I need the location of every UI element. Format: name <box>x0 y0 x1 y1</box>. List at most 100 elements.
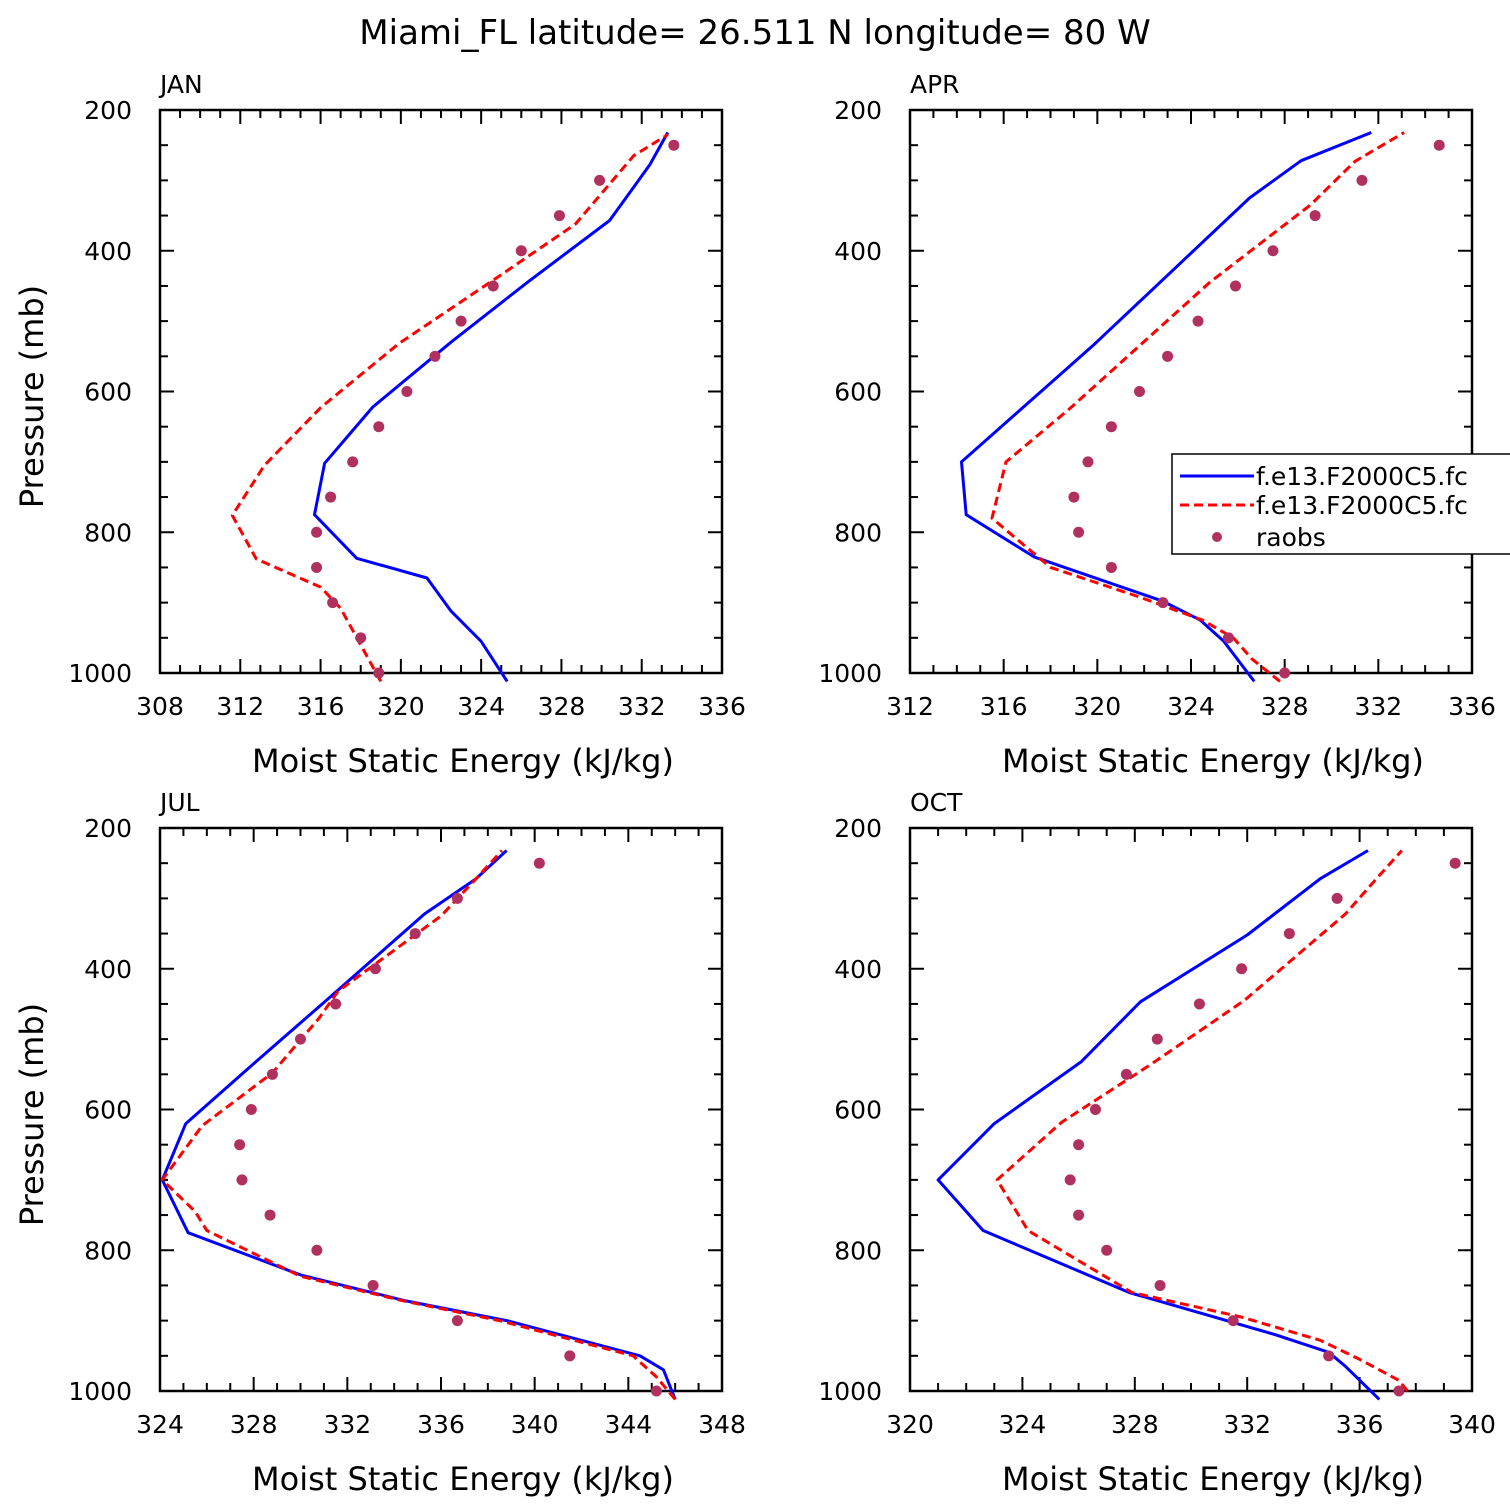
x-tick-label: 324 <box>1167 692 1215 721</box>
y-tick-label: 400 <box>834 955 882 984</box>
raobs-point <box>564 1350 576 1362</box>
x-tick-label: 320 <box>886 1410 934 1439</box>
x-tick-label: 336 <box>698 692 746 721</box>
raobs-point <box>1151 1033 1163 1045</box>
y-tick-label: 200 <box>84 96 132 125</box>
raobs-point <box>373 421 385 433</box>
plot-frame <box>908 826 1474 1393</box>
series-group <box>160 849 677 1401</box>
y-axis-title: Pressure (mb) <box>13 285 51 508</box>
panel-label: OCT <box>910 788 963 817</box>
raobs-point <box>409 928 421 940</box>
raobs-point <box>311 526 323 538</box>
y-tick-label: 800 <box>84 518 132 547</box>
raobs-point <box>1073 1209 1085 1221</box>
y-tick-label: 200 <box>84 814 132 843</box>
raobs-point <box>1105 561 1117 573</box>
legend-label-2: f.e13.F2000C5.fc <box>1256 491 1468 520</box>
raobs-point <box>1162 350 1174 362</box>
raobs-point <box>455 315 467 327</box>
raobs-point <box>330 998 342 1010</box>
panel-jul: 324 328 332 336 340 344 348 200 400 600 800 1000 JUL… <box>13 788 746 1498</box>
raobs-point <box>1120 1068 1132 1080</box>
raobs-point <box>1229 280 1241 292</box>
raobs-point <box>1279 667 1291 679</box>
raobs-point <box>1105 421 1117 433</box>
raobs-point <box>1082 456 1094 468</box>
x-tick-label: 340 <box>1448 1410 1496 1439</box>
y-axis-title: Pressure (mb) <box>13 1003 51 1226</box>
raobs-point <box>1449 857 1461 869</box>
raobs-point <box>1323 1350 1335 1362</box>
panel-apr: 312 316 320 324 328 332 336 200 400 600 800 1000 APR… <box>818 70 1495 780</box>
y-tick-label: 200 <box>834 814 882 843</box>
series-line-dashed <box>995 849 1409 1392</box>
y-tick-label: 1000 <box>68 659 132 688</box>
x-tick-label: 328 <box>1111 1410 1159 1439</box>
raobs-point <box>553 210 565 222</box>
panel-oct: 320 324 328 332 336 340 200 400 600 800 1000 OCT Moi… <box>818 788 1495 1498</box>
legend-label-1: f.e13.F2000C5.fc <box>1256 462 1468 491</box>
raobs-point <box>1222 632 1234 644</box>
raobs-point <box>487 280 499 292</box>
raobs-point <box>1073 526 1085 538</box>
x-axis-title: Moist Static Energy (kJ/kg) <box>252 742 674 780</box>
raobs-point <box>1192 315 1204 327</box>
raobs-point <box>264 1209 276 1221</box>
legend: f.e13.F2000C5.fc f.e13.F2000C5.fc raobs <box>1171 453 1510 555</box>
y-tick-label: 800 <box>84 1236 132 1265</box>
x-tick-label: 332 <box>1223 1410 1271 1439</box>
panel-jan: 308 312 316 320 324 328 332 336 200 400 600 800 1000… <box>13 70 746 780</box>
raobs-point <box>1133 386 1145 397</box>
x-tick-label: 320 <box>377 692 425 721</box>
raobs-point <box>311 561 323 573</box>
series-line-dashed <box>230 133 669 683</box>
figure-title: Miami_FL latitude= 26.511 N longitude= 8… <box>359 13 1150 53</box>
x-tick-label: 316 <box>980 692 1028 721</box>
y-tick-label: 600 <box>84 1096 132 1125</box>
y-tick-label: 1000 <box>818 659 882 688</box>
legend-dot <box>1212 532 1222 542</box>
x-tick-label: 336 <box>1448 692 1496 721</box>
plot-frame <box>908 108 1474 675</box>
x-tick-label: 348 <box>698 1410 746 1439</box>
x-tick-label: 336 <box>417 1410 465 1439</box>
y-tick-label: 600 <box>834 378 882 407</box>
y-tick-label: 800 <box>834 518 882 547</box>
raobs-point <box>325 491 337 503</box>
x-tick-label: 332 <box>1354 692 1402 721</box>
raobs-point <box>295 1033 306 1045</box>
raobs-point <box>1309 210 1321 222</box>
raobs-point <box>1356 174 1368 186</box>
raobs-point <box>650 1385 662 1397</box>
raobs-point <box>451 1315 463 1327</box>
x-tick-label: 328 <box>1261 692 1309 721</box>
raobs-point <box>1227 1315 1239 1327</box>
series-line-solid <box>160 849 677 1400</box>
raobs-point <box>311 1244 323 1256</box>
x-tick-label: 324 <box>457 692 505 721</box>
raobs-point <box>1267 245 1279 257</box>
raobs-point <box>367 1279 379 1291</box>
raobs-point <box>1068 491 1080 503</box>
raobs-point <box>236 1174 248 1186</box>
raobs-point <box>266 1068 278 1080</box>
raobs-point <box>668 139 680 151</box>
raobs-point <box>1073 1139 1085 1151</box>
x-tick-label: 316 <box>297 692 345 721</box>
raobs-point <box>1157 597 1169 609</box>
raobs-point <box>1064 1174 1076 1186</box>
raobs-point <box>1089 1104 1101 1115</box>
raobs-point <box>1101 1244 1113 1256</box>
x-tick-label: 328 <box>538 692 586 721</box>
series-line-solid <box>960 131 1372 683</box>
y-tick-label: 1000 <box>68 1377 132 1406</box>
raobs-point <box>1331 892 1343 904</box>
y-tick-label: 400 <box>84 955 132 984</box>
raobs-point <box>327 597 339 609</box>
x-tick-label: 324 <box>999 1410 1047 1439</box>
y-tick-label: 600 <box>834 1096 882 1125</box>
x-tick-label: 328 <box>230 1410 278 1439</box>
x-tick-label: 312 <box>886 692 934 721</box>
